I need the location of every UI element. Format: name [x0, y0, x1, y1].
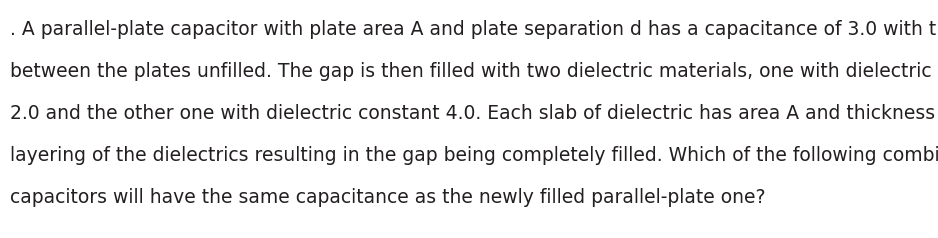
Text: . A parallel-plate capacitor with plate area A and plate separation d has a capa: . A parallel-plate capacitor with plate …	[10, 20, 938, 39]
Text: capacitors will have the same capacitance as the newly filled parallel-plate one: capacitors will have the same capacitanc…	[10, 188, 765, 207]
Text: between the plates unfilled. The gap is then filled with two dielectric material: between the plates unfilled. The gap is …	[10, 62, 938, 81]
Text: layering of the dielectrics resulting in the gap being completely filled. Which : layering of the dielectrics resulting in…	[10, 146, 938, 165]
Text: 2.0 and the other one with dielectric constant 4.0. Each slab of dielectric has : 2.0 and the other one with dielectric co…	[10, 104, 938, 123]
